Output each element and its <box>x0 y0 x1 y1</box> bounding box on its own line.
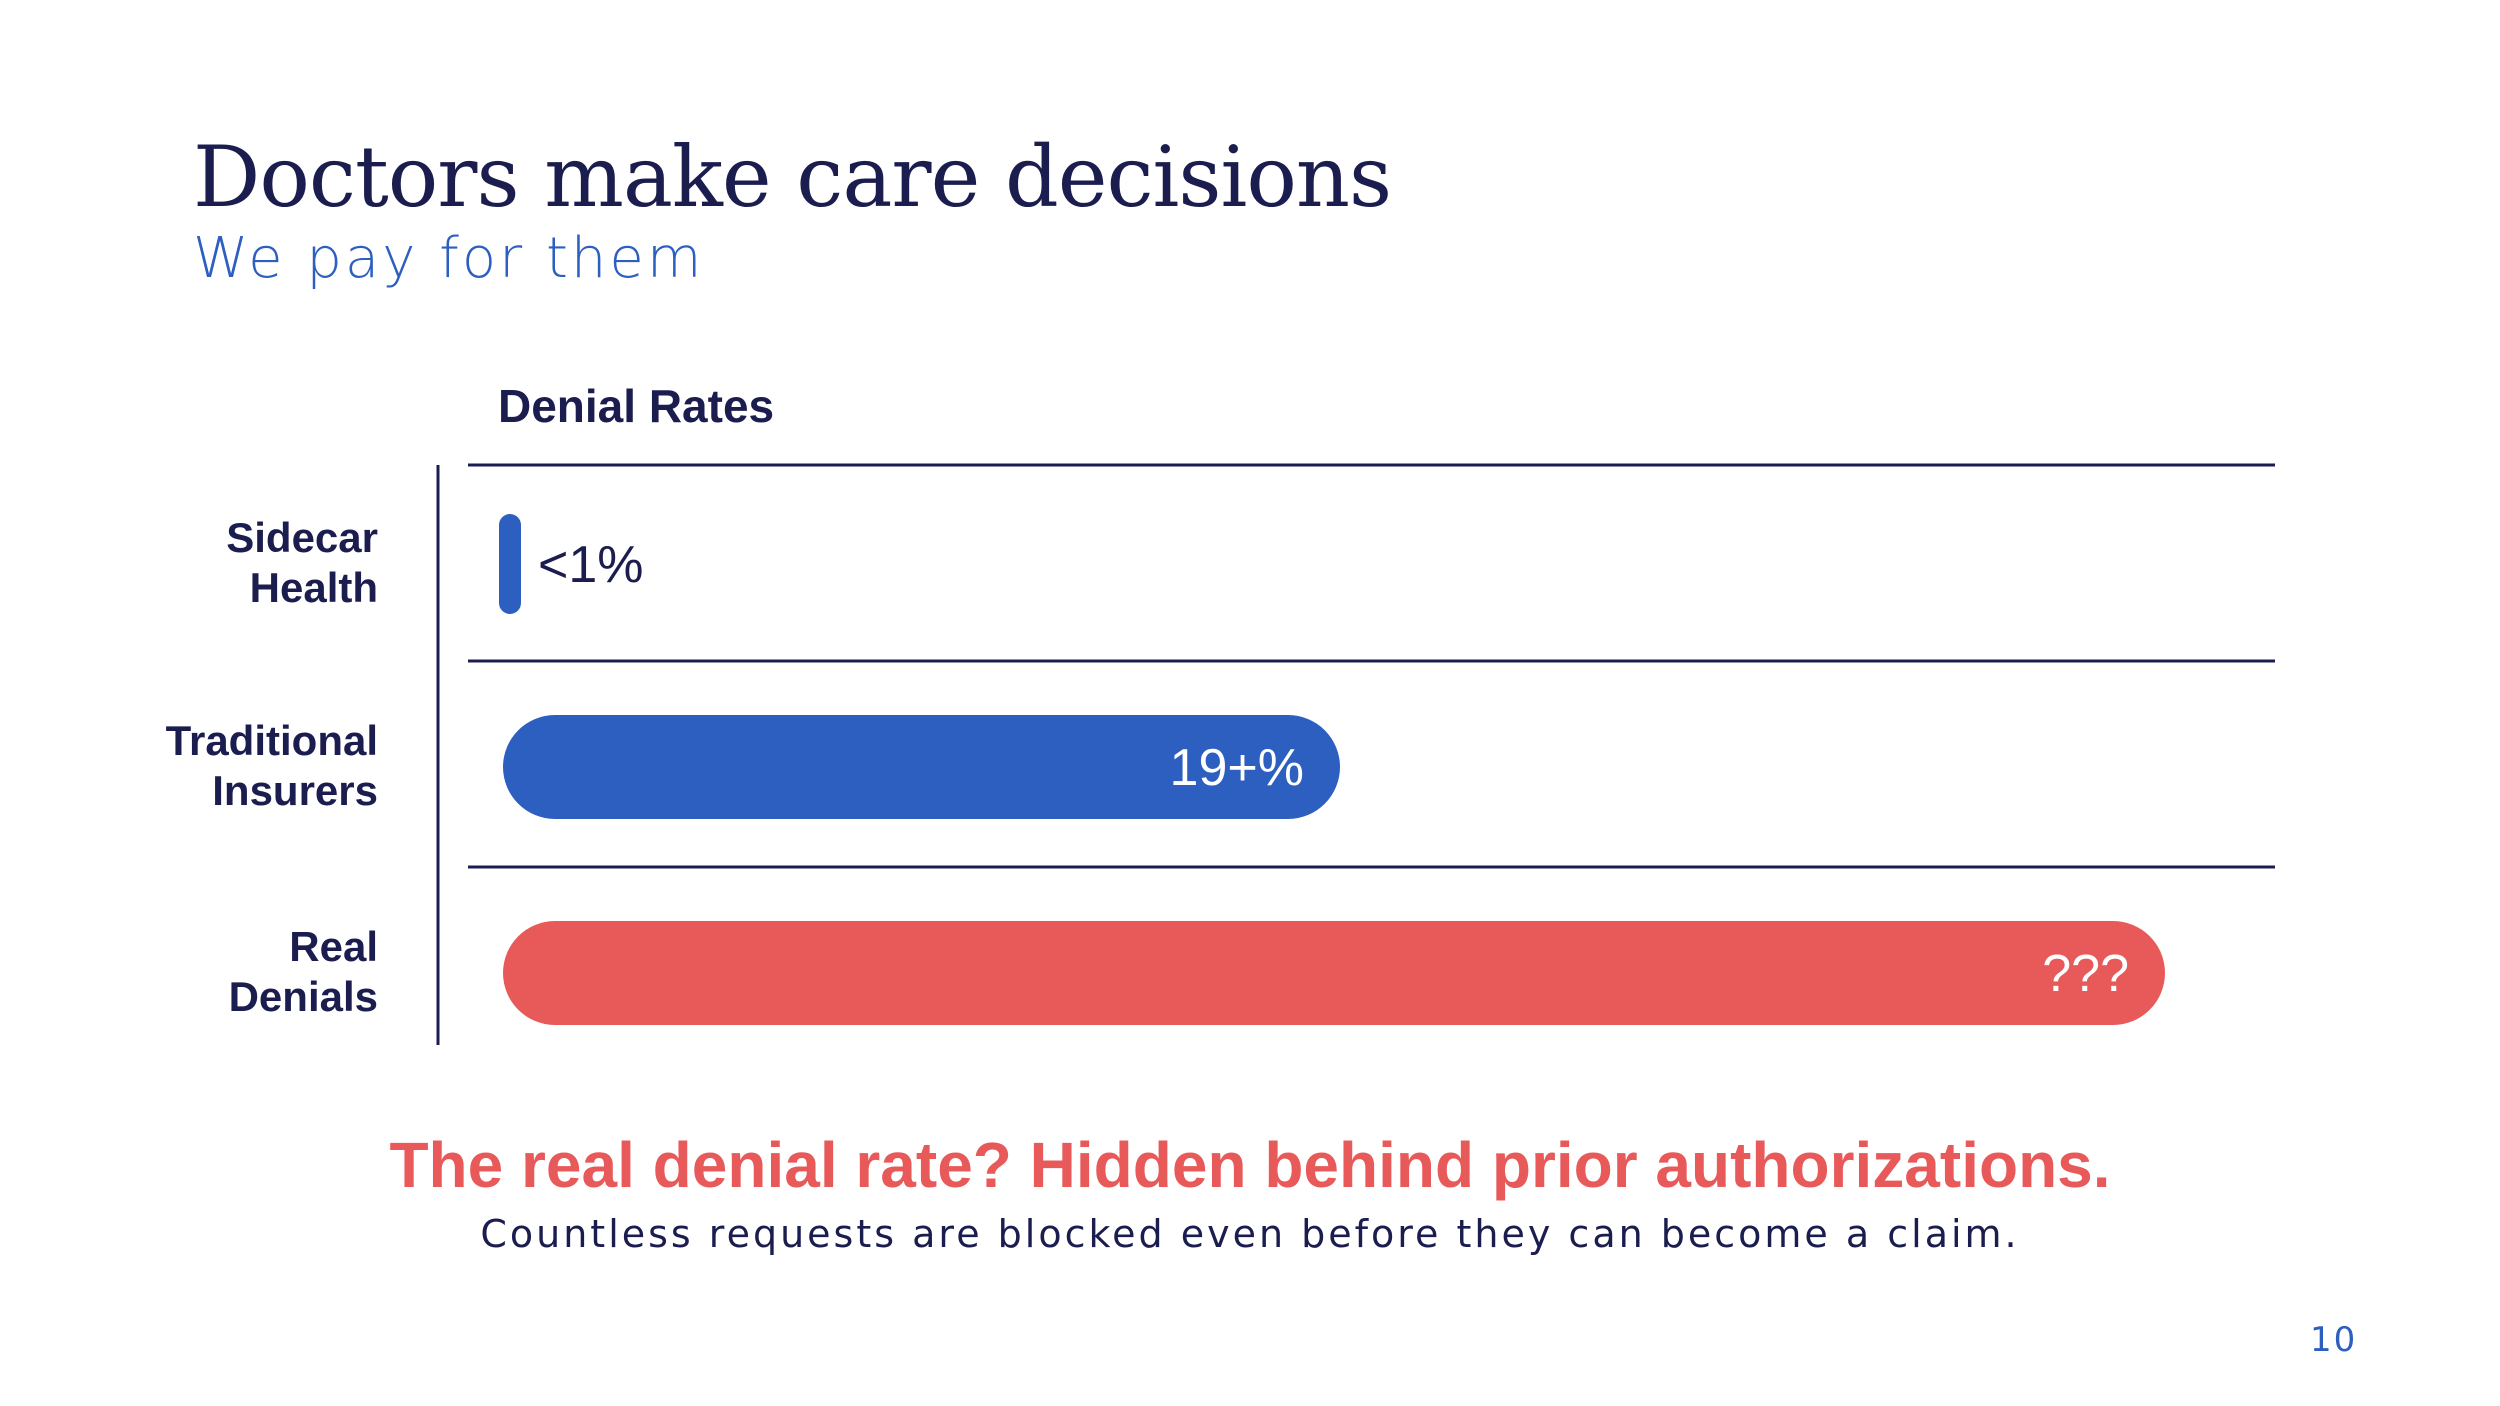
category-label: Traditional Insurers <box>166 717 378 814</box>
bar <box>499 514 521 614</box>
callout-subtext: Countless requests are blocked even befo… <box>480 1212 2020 1256</box>
slide-title: Doctors make care decisions <box>193 128 1392 226</box>
category-label: Sidecar Health <box>226 514 378 611</box>
bar-value-label: <1% <box>538 536 644 594</box>
page-number: 10 <box>2310 1320 2358 1360</box>
bar-value-label: 19+% <box>1170 739 1304 797</box>
callout-headline: The real denial rate? Hidden behind prio… <box>389 1129 2111 1201</box>
bar <box>503 921 2165 1025</box>
bar-value-label: ??? <box>2042 945 2129 1003</box>
bar <box>503 715 1340 819</box>
chart-title: Denial Rates <box>498 380 774 432</box>
slide-subtitle: We pay for them <box>193 226 705 291</box>
category-label: Real Denials <box>229 923 378 1020</box>
